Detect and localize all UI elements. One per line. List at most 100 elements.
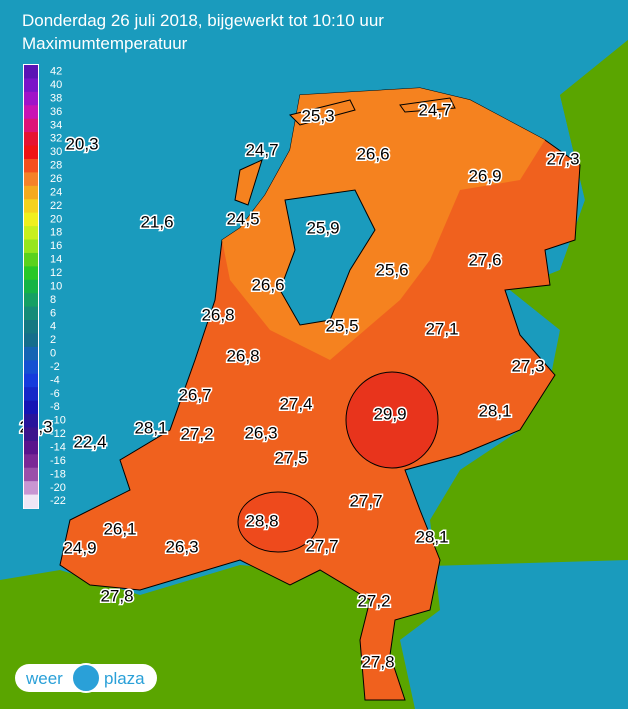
legend-swatch bbox=[24, 158, 38, 173]
legend-label: -6 bbox=[50, 388, 60, 400]
station-value: 28,1 bbox=[134, 418, 167, 437]
legend-swatch bbox=[24, 65, 38, 79]
station-value: 26,3 bbox=[244, 423, 277, 442]
station-value: 27,5 bbox=[274, 448, 307, 467]
logo: weer plaza bbox=[15, 663, 157, 693]
legend-swatch bbox=[24, 172, 38, 187]
logo-left: weer bbox=[25, 669, 63, 688]
netherlands bbox=[59, 87, 581, 701]
legend-swatch bbox=[24, 132, 38, 147]
legend-label: 20 bbox=[50, 213, 62, 225]
station-value: 26,1 bbox=[103, 519, 136, 538]
legend-label: 12 bbox=[50, 267, 62, 279]
station-value: 25,3 bbox=[301, 106, 334, 125]
station-value: 25,5 bbox=[325, 316, 358, 335]
legend-label: 24 bbox=[50, 186, 62, 198]
legend-label: 38 bbox=[50, 92, 62, 104]
legend-label: 2 bbox=[50, 334, 56, 346]
legend-swatch bbox=[24, 91, 38, 106]
station-value: 24,9 bbox=[63, 538, 96, 557]
stations: 20,3 25,3 24,7 24,7 26,6 27,3 26,9 21,6 24,5 25,9… bbox=[18, 99, 581, 673]
station-value: 27,2 bbox=[357, 591, 390, 610]
station-value: 25,6 bbox=[375, 260, 408, 279]
legend-swatch bbox=[24, 414, 38, 428]
station-value: 27,4 bbox=[279, 394, 312, 413]
station-value: 27,2 bbox=[180, 424, 213, 443]
warm-zone bbox=[237, 491, 319, 553]
island bbox=[234, 159, 263, 206]
legend-label: 34 bbox=[50, 119, 62, 131]
station-value: 20,3 bbox=[65, 134, 98, 153]
station-value: 27,3 bbox=[511, 356, 544, 375]
station-value: 27,7 bbox=[349, 491, 382, 510]
hot-zone bbox=[345, 371, 439, 469]
legend-label: -14 bbox=[50, 441, 66, 453]
legend-label: 18 bbox=[50, 227, 62, 239]
legend-swatch bbox=[24, 373, 38, 388]
legend-label: 22 bbox=[50, 200, 62, 212]
legend-swatch bbox=[24, 145, 38, 160]
legend-label: -4 bbox=[50, 374, 60, 386]
station-value: 28,8 bbox=[245, 511, 278, 530]
legend-swatch bbox=[24, 199, 38, 214]
legend-label: -18 bbox=[50, 468, 66, 480]
station-value: 26,7 bbox=[178, 385, 211, 404]
station-value: 27,3 bbox=[546, 149, 579, 168]
station-value: 26,8 bbox=[226, 346, 259, 365]
legend-swatch bbox=[24, 427, 38, 442]
legend-label: 28 bbox=[50, 160, 62, 172]
legend-swatch bbox=[24, 212, 38, 227]
legend-label: -10 bbox=[50, 415, 66, 427]
island bbox=[399, 97, 456, 113]
station-value: 27,7 bbox=[305, 536, 338, 555]
legend-label: 36 bbox=[50, 106, 62, 118]
legend-swatch bbox=[24, 306, 38, 321]
legend-swatch bbox=[24, 78, 38, 93]
legend-label: 30 bbox=[50, 146, 62, 158]
legend-swatch bbox=[24, 387, 38, 402]
station-value: 27,8 bbox=[361, 652, 394, 671]
station-value: 26,9 bbox=[468, 166, 501, 185]
legend-swatch bbox=[24, 185, 38, 200]
station-value: 21,6 bbox=[140, 212, 173, 231]
legend-label: 8 bbox=[50, 294, 56, 306]
station-value: 24,7 bbox=[245, 140, 278, 159]
legend-swatch bbox=[24, 440, 38, 455]
station-value: 27,6 bbox=[468, 250, 501, 269]
legend-swatch bbox=[24, 105, 38, 120]
neighbour-land bbox=[0, 40, 628, 709]
legend-label: -8 bbox=[50, 401, 60, 413]
station-value: 27,1 bbox=[425, 319, 458, 338]
legend-label: 10 bbox=[50, 280, 62, 292]
logo-right: plaza bbox=[104, 669, 145, 688]
legend-swatch bbox=[24, 320, 38, 334]
station-value: 26,6 bbox=[356, 144, 389, 163]
legend-swatch bbox=[24, 266, 38, 281]
legend-swatch bbox=[24, 252, 38, 267]
legend-swatch bbox=[24, 333, 38, 348]
station-value: 26,6 bbox=[251, 275, 284, 294]
legend-label: 32 bbox=[50, 133, 62, 145]
title: Donderdag 26 juli 2018, bijgewerkt tot 1… bbox=[22, 11, 384, 30]
subtitle: Maximumtemperatuur bbox=[22, 34, 188, 53]
legend-label: -20 bbox=[50, 482, 66, 494]
logo-icon bbox=[71, 663, 101, 693]
legend-label: 14 bbox=[50, 254, 62, 266]
station-value: 24,7 bbox=[418, 100, 451, 119]
legend-swatch bbox=[24, 467, 38, 482]
legend-label: 26 bbox=[50, 173, 62, 185]
legend-label: -12 bbox=[50, 428, 66, 440]
legend-swatch bbox=[24, 239, 38, 254]
legend-swatch bbox=[24, 481, 38, 496]
station-value: 28,1 bbox=[478, 401, 511, 420]
legend-swatch bbox=[24, 293, 38, 308]
germany bbox=[510, 40, 628, 380]
station-value: 29,9 bbox=[373, 404, 406, 423]
station-value: 26,8 bbox=[201, 305, 234, 324]
station-value: 22,4 bbox=[73, 432, 106, 451]
legend-swatch bbox=[24, 454, 38, 469]
legend-swatch bbox=[24, 360, 38, 375]
legend-swatch bbox=[24, 118, 38, 133]
legend-swatch bbox=[24, 346, 38, 361]
legend-label: -16 bbox=[50, 455, 66, 467]
